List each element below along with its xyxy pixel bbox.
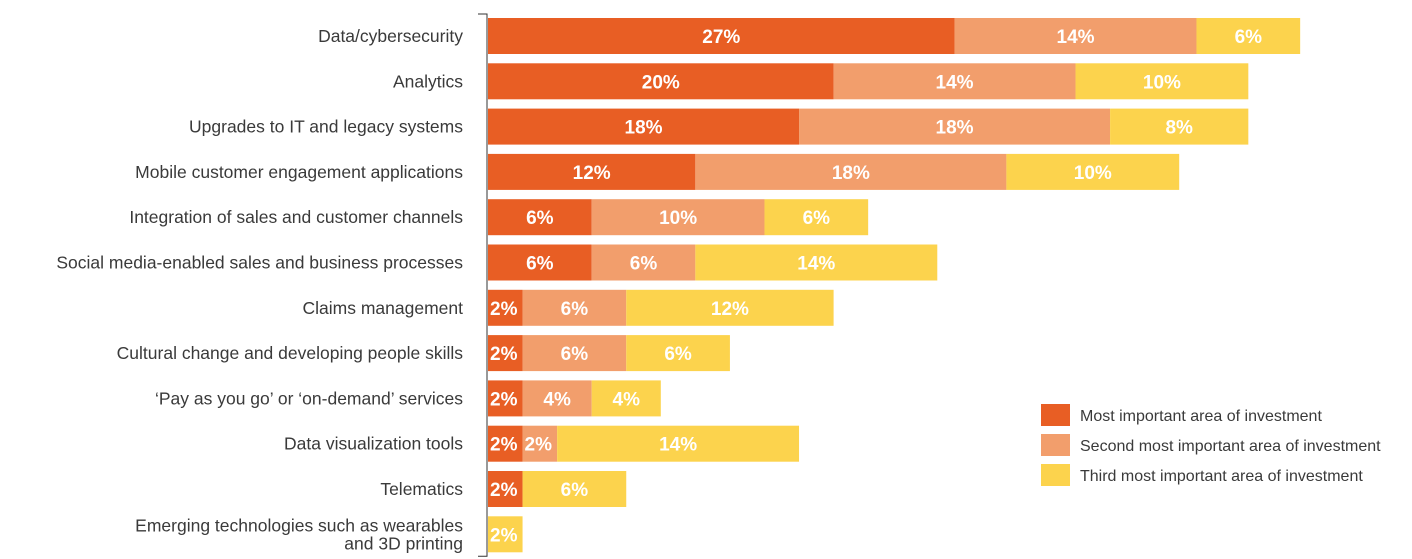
bar-segment xyxy=(522,289,627,326)
bar-segment xyxy=(488,471,523,507)
legend-label: Second most important area of investment xyxy=(1080,438,1381,455)
value-label: 10% xyxy=(1143,72,1181,93)
value-label: 4% xyxy=(543,389,571,410)
value-label: 20% xyxy=(642,72,680,93)
category-label: Analytics xyxy=(393,71,463,91)
bar-segment xyxy=(799,108,1111,145)
value-label: 18% xyxy=(625,118,663,139)
value-label: 12% xyxy=(711,299,749,320)
bar-segment xyxy=(522,380,592,417)
value-label: 2% xyxy=(490,480,518,501)
value-label: 6% xyxy=(561,299,589,320)
value-label: 6% xyxy=(561,480,589,501)
value-label: 6% xyxy=(1235,27,1263,48)
bar-segment xyxy=(695,153,1007,190)
bar-segment xyxy=(1196,18,1301,54)
category-label: Telematics xyxy=(380,479,463,499)
value-label: 12% xyxy=(573,163,611,184)
value-label: 2% xyxy=(490,299,518,320)
value-label: 14% xyxy=(1057,27,1095,48)
category-label: Claims management xyxy=(303,298,464,318)
bar-segment xyxy=(488,289,523,326)
bar-segment xyxy=(626,335,730,372)
category-label: Emerging technologies such as wearables a… xyxy=(135,515,463,553)
legend: Most important area of investment Second … xyxy=(1041,404,1381,486)
bar-segment xyxy=(522,471,627,507)
bar-segment xyxy=(1075,63,1249,100)
bar-segment xyxy=(488,153,696,190)
value-label: 18% xyxy=(936,118,974,139)
value-label: 4% xyxy=(613,389,641,410)
category-label: Data visualization tools xyxy=(284,434,463,454)
value-label: 8% xyxy=(1165,118,1193,139)
bars xyxy=(488,18,1301,553)
category-label: Social media-enabled sales and business … xyxy=(56,253,463,273)
legend-label: Third most important area of investment xyxy=(1080,468,1363,485)
bar-segment xyxy=(954,18,1197,54)
value-label: 2% xyxy=(525,435,553,456)
legend-swatch xyxy=(1041,464,1070,486)
value-labels: 27% 14% 6% 20% 14% 10% 18% 18% 8% 12% 18% 10% 6% 10% 6… xyxy=(490,27,1262,546)
value-label: 6% xyxy=(664,344,692,365)
value-label: 2% xyxy=(490,389,518,410)
category-label: Upgrades to IT and legacy systems xyxy=(189,117,463,137)
bar-segment xyxy=(488,516,523,553)
bar-segment xyxy=(488,380,523,417)
value-label: 6% xyxy=(561,344,589,365)
legend-swatch xyxy=(1041,404,1070,426)
value-label: 6% xyxy=(526,208,554,229)
legend-label: Most important area of investment xyxy=(1080,408,1322,425)
category-label: ‘Pay as you go’ or ‘on-demand’ services xyxy=(155,388,463,408)
value-label: 6% xyxy=(630,254,658,275)
value-label: 18% xyxy=(832,163,870,184)
category-labels: Data/cybersecurity Analytics Upgrades to I… xyxy=(56,26,463,553)
value-label: 6% xyxy=(803,208,831,229)
bar-segment xyxy=(591,244,696,281)
axis-line xyxy=(478,13,488,557)
bar-segment xyxy=(522,425,558,462)
bar-segment xyxy=(488,199,592,236)
bar-segment xyxy=(1006,153,1180,190)
y-axis xyxy=(478,13,488,557)
bar-segment xyxy=(488,63,834,100)
value-label: 14% xyxy=(797,254,835,275)
category-label: Integration of sales and customer channe… xyxy=(129,207,463,227)
bar-segment xyxy=(557,425,800,462)
category-label: Mobile customer engagement applications xyxy=(135,162,463,182)
bar-segment xyxy=(1110,108,1249,145)
category-label: Data/cybersecurity xyxy=(318,26,463,46)
bar-segment xyxy=(591,380,661,417)
bar-segment xyxy=(833,63,1076,100)
bar-segment xyxy=(488,425,523,462)
bar-segment xyxy=(488,335,523,372)
legend-swatch xyxy=(1041,434,1070,456)
value-label: 27% xyxy=(702,27,740,48)
bar-segment xyxy=(488,108,800,145)
bar-segment xyxy=(488,244,592,281)
value-label: 2% xyxy=(490,344,518,365)
bar-segment xyxy=(522,335,627,372)
bar-segment xyxy=(626,289,834,326)
value-label: 10% xyxy=(659,208,697,229)
bar-segment xyxy=(695,244,938,281)
category-label: Cultural change and developing people sk… xyxy=(117,343,464,363)
value-label: 2% xyxy=(490,435,518,456)
value-label: 14% xyxy=(659,435,697,456)
value-label: 14% xyxy=(936,72,974,93)
value-label: 2% xyxy=(490,525,518,546)
bar-segment xyxy=(764,199,869,236)
bar-segment xyxy=(488,18,955,54)
value-label: 10% xyxy=(1074,163,1112,184)
value-label: 6% xyxy=(526,254,554,275)
bar-segment xyxy=(591,199,765,236)
